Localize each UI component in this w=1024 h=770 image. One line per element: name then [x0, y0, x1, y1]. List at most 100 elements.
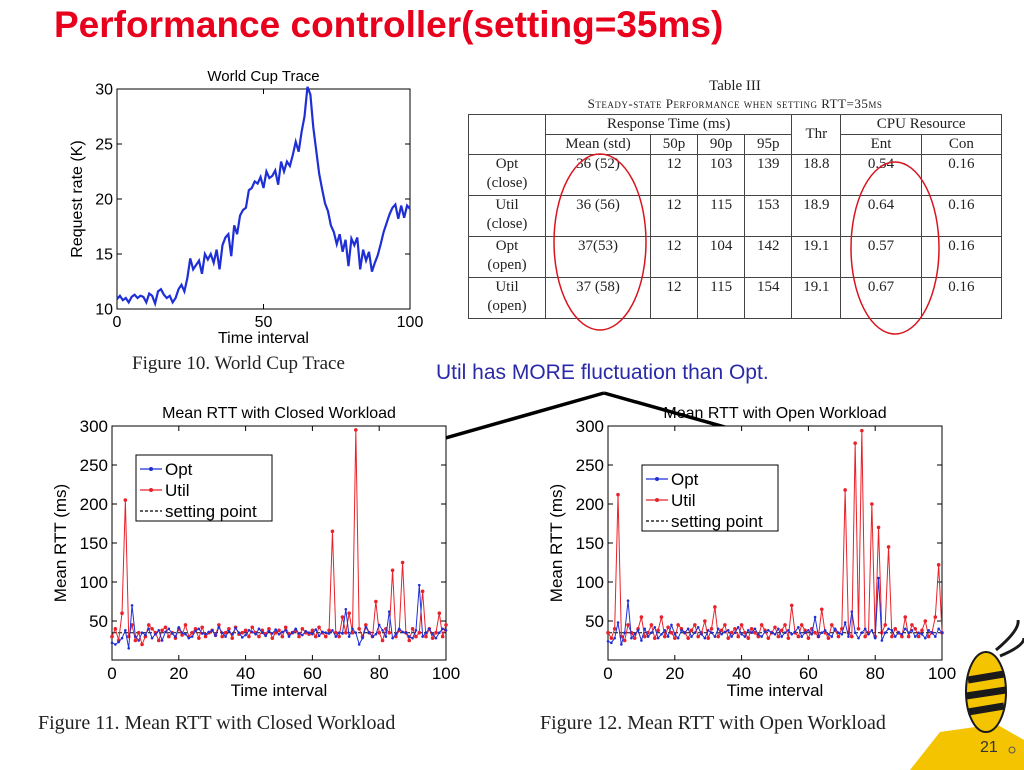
data-point-opt — [364, 625, 368, 629]
data-point-opt — [797, 625, 800, 629]
data-point-opt — [434, 636, 438, 640]
data-point-util — [110, 634, 114, 639]
data-point-opt — [653, 625, 657, 629]
data-point-opt — [180, 631, 184, 634]
data-point-opt — [767, 629, 770, 632]
p50-cell: 12 — [649, 195, 699, 237]
y-tick-label: 150 — [80, 534, 108, 553]
data-point-opt — [757, 632, 760, 636]
data-point-util — [300, 627, 305, 631]
data-point-util — [340, 615, 345, 619]
data-point-opt — [660, 632, 663, 636]
data-point-util — [437, 611, 442, 615]
data-point-util — [836, 634, 841, 639]
data-point-opt — [134, 635, 137, 638]
data-point-opt — [264, 634, 267, 638]
data-point-opt — [344, 608, 348, 611]
data-point-opt — [444, 629, 448, 632]
data-point-opt — [710, 631, 713, 634]
data-point-opt — [620, 643, 623, 646]
data-point-opt — [746, 629, 750, 632]
data-point-opt — [187, 636, 191, 640]
con-header: Con — [920, 134, 1003, 155]
y-tick-label: 100 — [576, 573, 604, 592]
data-point-opt — [917, 631, 920, 634]
data-point-util — [659, 615, 664, 619]
x-tick-label: 0 — [113, 314, 122, 331]
empty-header-cell — [468, 114, 546, 155]
p90-cell: 115 — [697, 277, 746, 319]
y-axis-label: Request rate (K) — [69, 140, 86, 257]
data-point-util — [796, 634, 801, 639]
data-point-util — [183, 623, 188, 627]
x-tick-label: 0 — [603, 664, 612, 683]
x-axis-label: Time interval — [218, 330, 309, 347]
annotation-note: Util has MORE fluctuation than Opt. — [436, 361, 769, 384]
data-point-opt — [438, 631, 441, 634]
data-point-util — [649, 623, 654, 627]
data-point-opt — [790, 632, 793, 636]
data-point-util — [273, 630, 278, 635]
data-point-util — [377, 630, 382, 635]
data-point-opt — [913, 635, 917, 638]
data-point-util — [344, 630, 348, 635]
data-point-opt — [883, 631, 887, 634]
con-cell: 0.16 — [920, 154, 1003, 196]
data-point-opt — [394, 632, 398, 636]
data-point-opt — [204, 632, 207, 636]
data-point-opt — [227, 629, 231, 633]
y-tick-label: 200 — [80, 495, 108, 514]
data-point-opt — [381, 629, 384, 632]
data-point-util — [267, 627, 271, 631]
data-point-opt — [367, 631, 371, 634]
data-point-opt — [294, 627, 297, 631]
data-point-opt — [401, 630, 404, 634]
data-point-opt — [357, 643, 361, 646]
y-tick-label: 10 — [95, 302, 113, 319]
data-point-util — [270, 636, 275, 640]
data-point-opt — [331, 629, 334, 632]
data-point-util — [387, 630, 392, 635]
data-point-opt — [686, 627, 690, 631]
data-point-util — [180, 633, 184, 637]
data-point-util — [726, 636, 731, 640]
thr-cell: 18.8 — [791, 154, 842, 196]
legend-label: Opt — [165, 460, 193, 479]
p90-header: 90p — [697, 134, 746, 155]
legend-marker — [149, 488, 153, 492]
p95-cell: 139 — [744, 154, 793, 196]
mean-cell: 36 (52) — [545, 154, 651, 196]
data-point-util — [323, 634, 328, 639]
data-point-opt — [616, 621, 620, 624]
thr-cell: 19.1 — [791, 277, 842, 319]
data-point-opt — [371, 635, 374, 638]
data-point-opt — [940, 631, 944, 634]
data-point-opt — [120, 636, 124, 640]
data-point-util — [123, 498, 128, 502]
data-point-opt — [114, 643, 117, 646]
data-point-util — [327, 628, 331, 633]
response-time-header: Response Time (ms) — [544, 114, 793, 135]
data-point-util — [434, 630, 438, 635]
data-point-util — [217, 623, 221, 627]
data-point-util — [803, 628, 807, 633]
data-point-opt — [633, 632, 637, 636]
y-tick-label: 15 — [95, 247, 113, 264]
data-point-util — [146, 623, 151, 627]
ent-header: Ent — [840, 134, 922, 155]
data-point-util — [400, 560, 405, 565]
data-point-opt — [740, 632, 743, 636]
data-point-util — [417, 630, 422, 635]
data-point-util — [430, 636, 435, 640]
data-point-opt — [361, 636, 364, 640]
data-point-opt — [207, 630, 211, 634]
y-tick-label: 100 — [80, 573, 108, 592]
data-point-opt — [696, 625, 700, 629]
data-point-opt — [250, 630, 254, 634]
data-point-opt — [321, 630, 324, 634]
data-point-util — [723, 623, 727, 627]
data-point-opt — [857, 636, 860, 640]
y-axis-label: Mean RTT (ms) — [51, 484, 70, 602]
data-point-util — [354, 428, 358, 432]
legend-label: setting point — [165, 502, 257, 521]
